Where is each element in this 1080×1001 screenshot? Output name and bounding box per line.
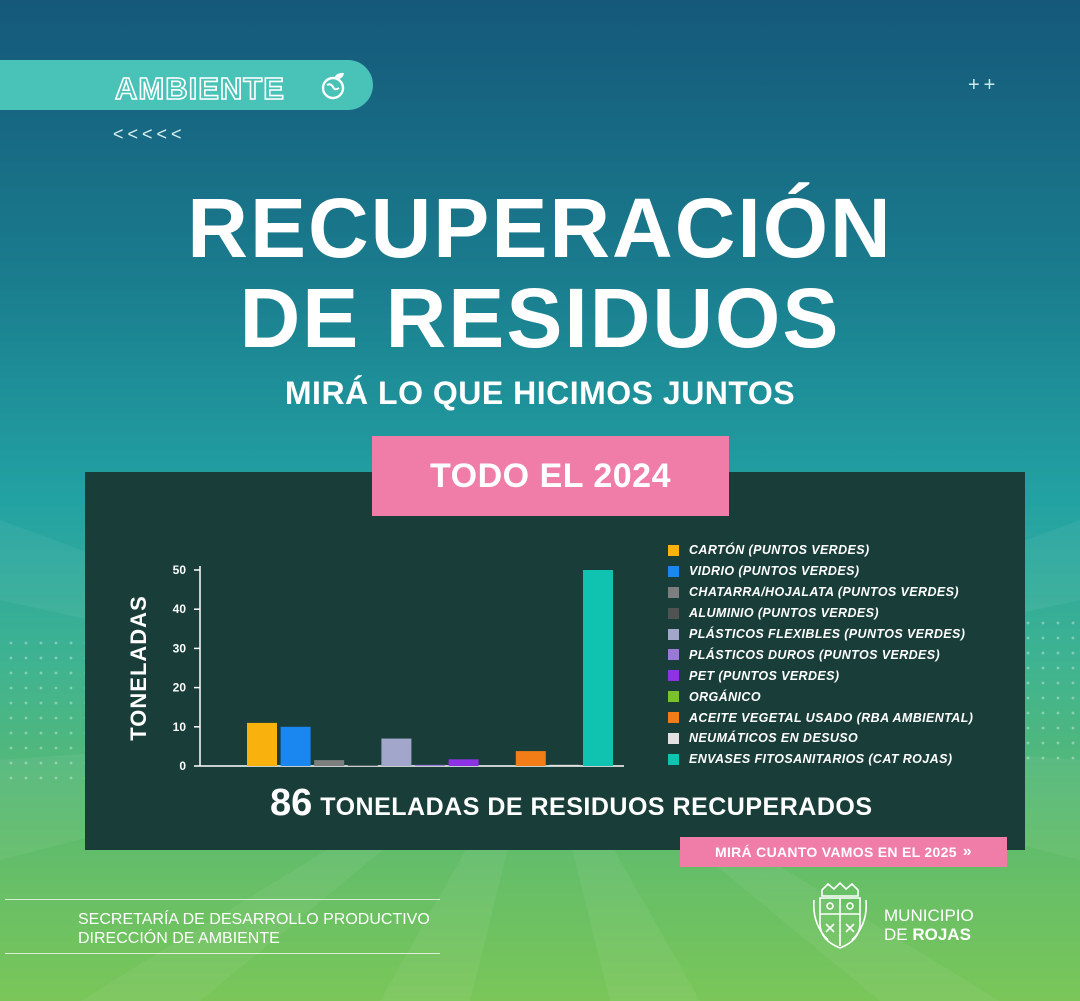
municipality-line1: MUNICIPIO — [884, 906, 974, 925]
bar-6 — [415, 764, 445, 766]
legend-swatch — [668, 691, 679, 703]
municipality-prefix: DE — [884, 925, 913, 944]
legend-swatch — [668, 670, 679, 682]
bar-10 — [549, 764, 580, 766]
legend-label: VIDRIO (PUNTOS VERDES) — [689, 564, 860, 579]
legend-swatch — [668, 565, 679, 577]
legend-swatch — [668, 544, 679, 556]
footer-divider-bottom — [5, 953, 440, 954]
legend-swatch — [668, 712, 679, 724]
legend-item: ORGÁNICO — [668, 686, 973, 707]
legend-label: NEUMÁTICOS EN DESUSO — [689, 731, 859, 746]
municipality-line2: DE ROJAS — [884, 925, 974, 944]
legend-swatch — [668, 753, 679, 765]
total-label: TONELADAS DE RESIDUOS RECUPERADOS — [320, 793, 873, 821]
bar-7 — [448, 759, 479, 766]
legend-swatch — [668, 628, 679, 640]
legend-label: PLÁSTICOS FLEXIBLES (PUNTOS VERDES) — [689, 627, 966, 641]
legend-label: ENVASES FITOSANITARIOS (CAT ROJAS) — [689, 752, 953, 767]
view-2025-label: MIRÁ CUANTO VAMOS EN EL 2025 — [715, 844, 957, 860]
municipal-crest-icon — [812, 880, 868, 957]
y-tick-label: 40 — [173, 602, 187, 616]
y-tick-label: 10 — [173, 720, 187, 734]
total-summary: 86 TONELADAS DE RESIDUOS RECUPERADOS — [270, 782, 873, 825]
footer-line2: DIRECCIÓN DE AMBIENTE — [78, 930, 280, 947]
legend-item: CARTÓN (PUNTOS VERDES) — [668, 540, 973, 561]
bar-5 — [381, 738, 412, 766]
globe-leaf-icon — [318, 71, 348, 106]
legend-label: ALUMINIO (PUNTOS VERDES) — [689, 606, 879, 621]
footer-department: SECRETARÍA DE DESARROLLO PRODUCTIVO DIRE… — [78, 910, 430, 948]
legend-item: PLÁSTICOS DUROS (PUNTOS VERDES) — [668, 644, 973, 665]
legend-label: CHATARRA/HOJALATA (PUNTOS VERDES) — [689, 585, 959, 600]
footer-divider-top — [5, 899, 440, 900]
page-title-line1: RECUPERACIÓN — [187, 181, 893, 275]
legend-label: PLÁSTICOS DUROS (PUNTOS VERDES) — [689, 647, 941, 662]
bar-4 — [347, 765, 378, 766]
section-tag: AMBIENTE — [0, 60, 373, 110]
total-value: 86 — [270, 782, 313, 824]
chevron-decoration: <<<<< — [113, 124, 186, 144]
y-axis-label: TONELADAS — [126, 595, 151, 741]
footer-line1: SECRETARÍA DE DESARROLLO PRODUCTIVO — [78, 911, 430, 928]
chart-legend: CARTÓN (PUNTOS VERDES) VIDRIO (PUNTOS VER… — [668, 540, 973, 770]
legend-swatch — [668, 732, 679, 744]
legend-item: ALUMINIO (PUNTOS VERDES) — [668, 603, 973, 624]
chart-panel — [85, 472, 1025, 850]
bar-11 — [583, 570, 613, 766]
legend-swatch — [668, 586, 679, 598]
y-tick-label: 0 — [179, 759, 186, 773]
legend-swatch — [668, 607, 679, 619]
page-subtitle: MIRÁ LO QUE HICIMOS JUNTOS — [284, 375, 796, 411]
legend-item: ENVASES FITOSANITARIOS (CAT ROJAS) — [668, 749, 973, 770]
legend-label: ORGÁNICO — [689, 689, 761, 704]
legend-label: CARTÓN (PUNTOS VERDES) — [689, 543, 870, 558]
section-tag-label: AMBIENTE — [114, 70, 285, 107]
page-title-line2: DE RESIDUOS — [239, 271, 841, 365]
double-chevron-right-icon: » — [962, 843, 972, 860]
legend-item: PLÁSTICOS FLEXIBLES (PUNTOS VERDES) — [668, 624, 973, 645]
bar-3 — [314, 760, 345, 766]
y-tick-label: 20 — [173, 681, 187, 695]
legend-label: PET (PUNTOS VERDES) — [689, 668, 840, 683]
municipality-logo-text: MUNICIPIO DE ROJAS — [884, 906, 974, 944]
legend-item: CHATARRA/HOJALATA (PUNTOS VERDES) — [668, 582, 973, 603]
bar-2 — [280, 726, 311, 766]
municipality-name: ROJAS — [912, 925, 971, 944]
period-badge: TODO EL 2024 — [372, 436, 729, 516]
bar-9 — [515, 751, 546, 766]
legend-swatch — [668, 649, 679, 661]
legend-label: ACEITE VEGETAL USADO (RBA AMBIENTAL) — [689, 710, 974, 725]
legend-item: ACEITE VEGETAL USADO (RBA AMBIENTAL) — [668, 707, 973, 728]
legend-item: VIDRIO (PUNTOS VERDES) — [668, 561, 973, 582]
legend-item: NEUMÁTICOS EN DESUSO — [668, 728, 973, 749]
plus-decoration: ++ — [968, 74, 1000, 96]
view-2025-button[interactable]: MIRÁ CUANTO VAMOS EN EL 2025 » — [680, 837, 1007, 867]
y-tick-label: 30 — [173, 641, 187, 655]
bar-1 — [247, 722, 277, 766]
legend-item: PET (PUNTOS VERDES) — [668, 665, 973, 686]
y-tick-label: 50 — [173, 563, 187, 577]
